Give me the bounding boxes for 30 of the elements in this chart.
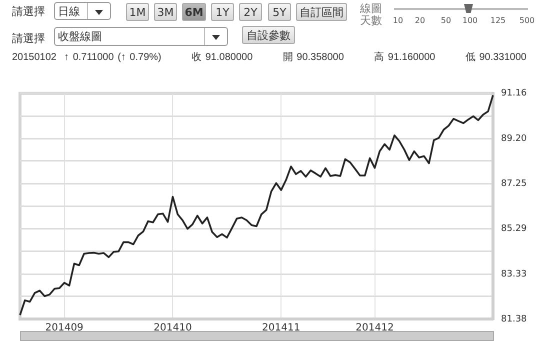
- text: 100: [462, 16, 478, 24]
- button: 自訂區間: [296, 3, 347, 21]
- button: 1Y: [211, 3, 234, 21]
- dropdown: 日線: [54, 2, 111, 20]
- button: 1M: [126, 3, 149, 21]
- x-tick-label: 201411: [262, 322, 300, 334]
- x-tick-label: 201410: [154, 322, 192, 334]
- text: 請選擇: [12, 4, 45, 18]
- text: 125: [490, 16, 506, 24]
- y-tick-label: 81.38: [501, 314, 528, 324]
- y-tick-label: 87.25: [501, 178, 527, 189]
- button: 自設參數: [242, 26, 295, 44]
- x-tick-label: 201412: [356, 322, 394, 334]
- y-tick-label: 91.16: [501, 88, 528, 99]
- y-tick-label: 85.29: [501, 224, 528, 234]
- x-tick-label: 201409: [45, 322, 84, 334]
- text: 500: [519, 16, 535, 24]
- button: 3M: [154, 3, 177, 21]
- button: 6M: [182, 3, 206, 21]
- button: 5Y: [268, 3, 291, 21]
- text: 線圖天數: [360, 2, 383, 27]
- text: 50: [440, 16, 452, 24]
- chart-subtitle: 20150102 ↑ 0.711000 (↑ 0.79%) 收 91.080000 開 90.358000 高 91.160000 低 90.331000: [12, 50, 526, 64]
- text: 10: [392, 16, 404, 24]
- text: 20: [414, 16, 426, 24]
- dropdown: 收盤線圖: [54, 27, 228, 46]
- button: 2Y: [239, 3, 262, 21]
- y-tick-label: 89.20: [501, 134, 528, 144]
- text: 請選擇: [12, 30, 45, 46]
- y-tick-label: 83.33: [501, 269, 527, 280]
